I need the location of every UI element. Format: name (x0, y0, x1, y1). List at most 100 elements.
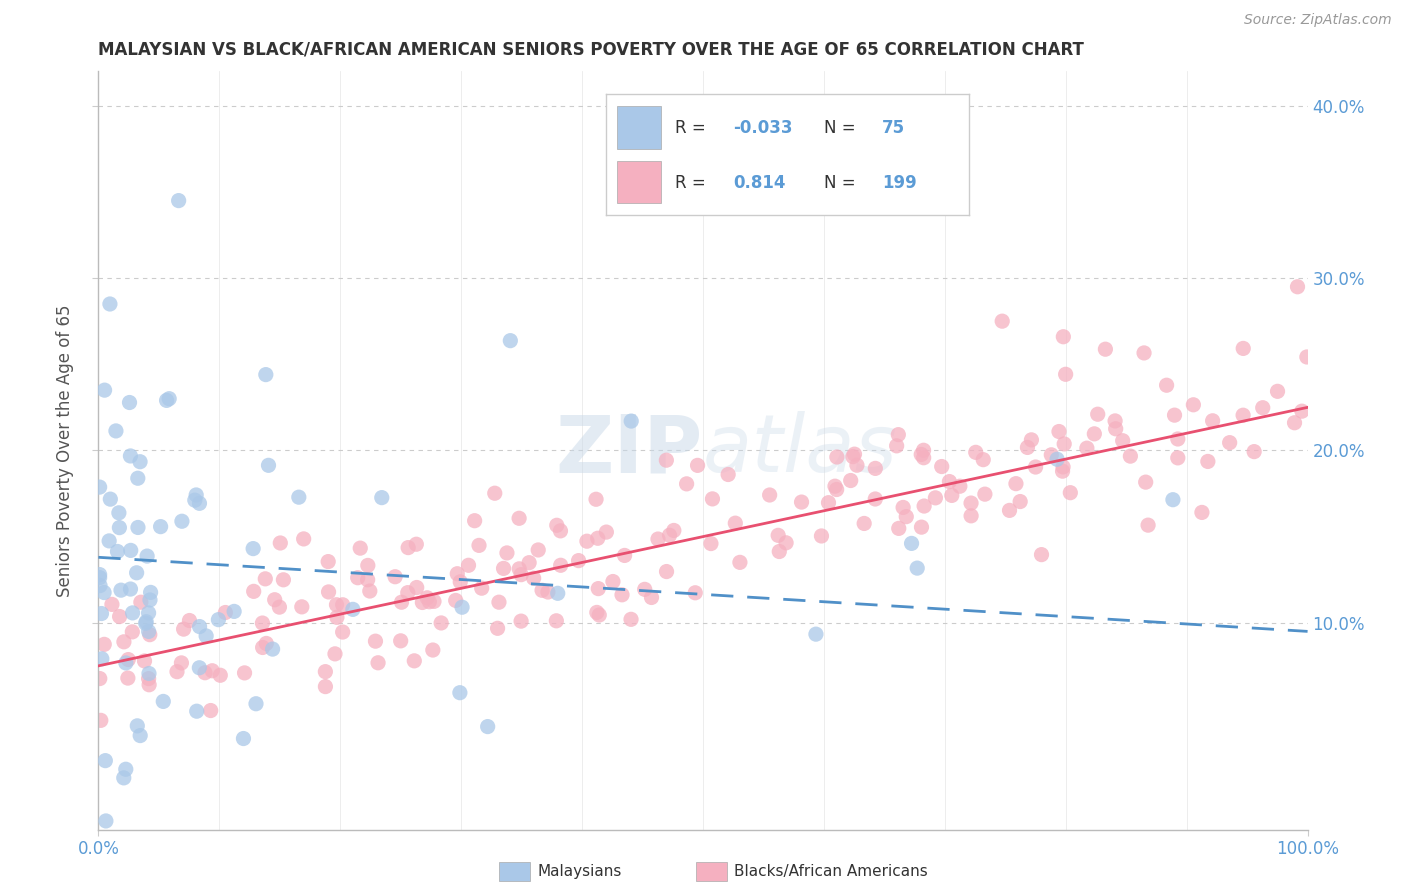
Point (121, 606, 143, 620)
Point (1135, 475, 1157, 490)
Point (252, 615, 274, 630)
Y-axis label: Seniors Poverty Over the Age of 65: Seniors Poverty Over the Age of 65 (56, 304, 75, 597)
Point (550, 524, 572, 538)
Point (201, 664, 224, 678)
Point (886, 439, 908, 453)
Point (257, 458, 280, 473)
Point (108, 609, 131, 624)
Point (342, 602, 364, 616)
Point (508, 511, 530, 525)
Point (1040, 448, 1063, 462)
Point (496, 546, 519, 560)
Point (499, 334, 522, 348)
Point (575, 534, 598, 549)
Point (1182, 398, 1205, 412)
Point (1031, 548, 1053, 562)
Point (357, 558, 380, 573)
Point (510, 614, 533, 628)
Point (1197, 454, 1219, 468)
Point (89, 578, 111, 592)
Point (391, 595, 413, 609)
Point (224, 604, 246, 618)
Point (195, 629, 218, 643)
Point (1284, 416, 1306, 430)
Point (1017, 441, 1039, 455)
Point (214, 606, 236, 620)
Point (194, 665, 217, 680)
Point (396, 585, 419, 599)
Point (242, 584, 264, 599)
Point (93, 383, 115, 397)
Point (98, 492, 121, 507)
Point (323, 647, 346, 661)
Point (136, 549, 159, 563)
Point (167, 194, 190, 208)
Point (602, 574, 624, 589)
Point (1167, 450, 1189, 465)
Point (139, 628, 162, 642)
Point (550, 558, 572, 573)
Point (273, 573, 295, 587)
Point (510, 567, 533, 582)
Point (254, 572, 277, 586)
Point (93, 585, 115, 599)
Point (1133, 346, 1156, 360)
Point (404, 654, 426, 668)
Point (998, 503, 1021, 517)
Point (112, 771, 135, 785)
Point (717, 467, 740, 482)
Point (620, 612, 643, 626)
Point (155, 393, 177, 408)
Point (108, 506, 131, 520)
Point (1137, 518, 1160, 533)
Point (138, 678, 160, 692)
Point (186, 704, 208, 718)
Point (912, 443, 935, 458)
Point (292, 532, 315, 546)
Point (1076, 441, 1098, 455)
Point (405, 537, 427, 551)
Point (1054, 368, 1077, 382)
Text: atlas: atlas (703, 411, 898, 490)
Point (186, 488, 208, 502)
Point (364, 634, 387, 648)
Point (184, 493, 207, 508)
Point (121, 624, 143, 639)
Point (702, 491, 724, 506)
Point (157, 392, 180, 406)
Point (188, 619, 211, 633)
Point (1005, 476, 1028, 491)
Point (90, 652, 112, 666)
Point (98, 533, 121, 548)
Point (89, 571, 111, 585)
Point (586, 531, 609, 545)
Point (844, 447, 866, 461)
Point (405, 581, 427, 595)
Point (790, 495, 813, 509)
Point (170, 514, 193, 528)
Point (110, 583, 132, 598)
Point (1295, 350, 1317, 364)
Point (1046, 452, 1069, 467)
Point (758, 488, 780, 502)
Point (107, 544, 129, 558)
Point (367, 656, 389, 670)
Point (613, 549, 636, 563)
Point (129, 455, 152, 469)
Point (114, 762, 136, 776)
Point (972, 452, 994, 467)
Point (1267, 384, 1289, 399)
Point (924, 491, 946, 505)
Point (1052, 459, 1074, 474)
Point (94, 754, 117, 768)
Point (1167, 432, 1189, 446)
Point (912, 450, 935, 465)
Point (117, 671, 139, 685)
Point (117, 652, 139, 666)
Point (865, 491, 887, 506)
Point (488, 595, 510, 609)
Point (477, 720, 499, 734)
Point (129, 595, 152, 609)
Point (728, 555, 751, 569)
Point (595, 525, 617, 540)
